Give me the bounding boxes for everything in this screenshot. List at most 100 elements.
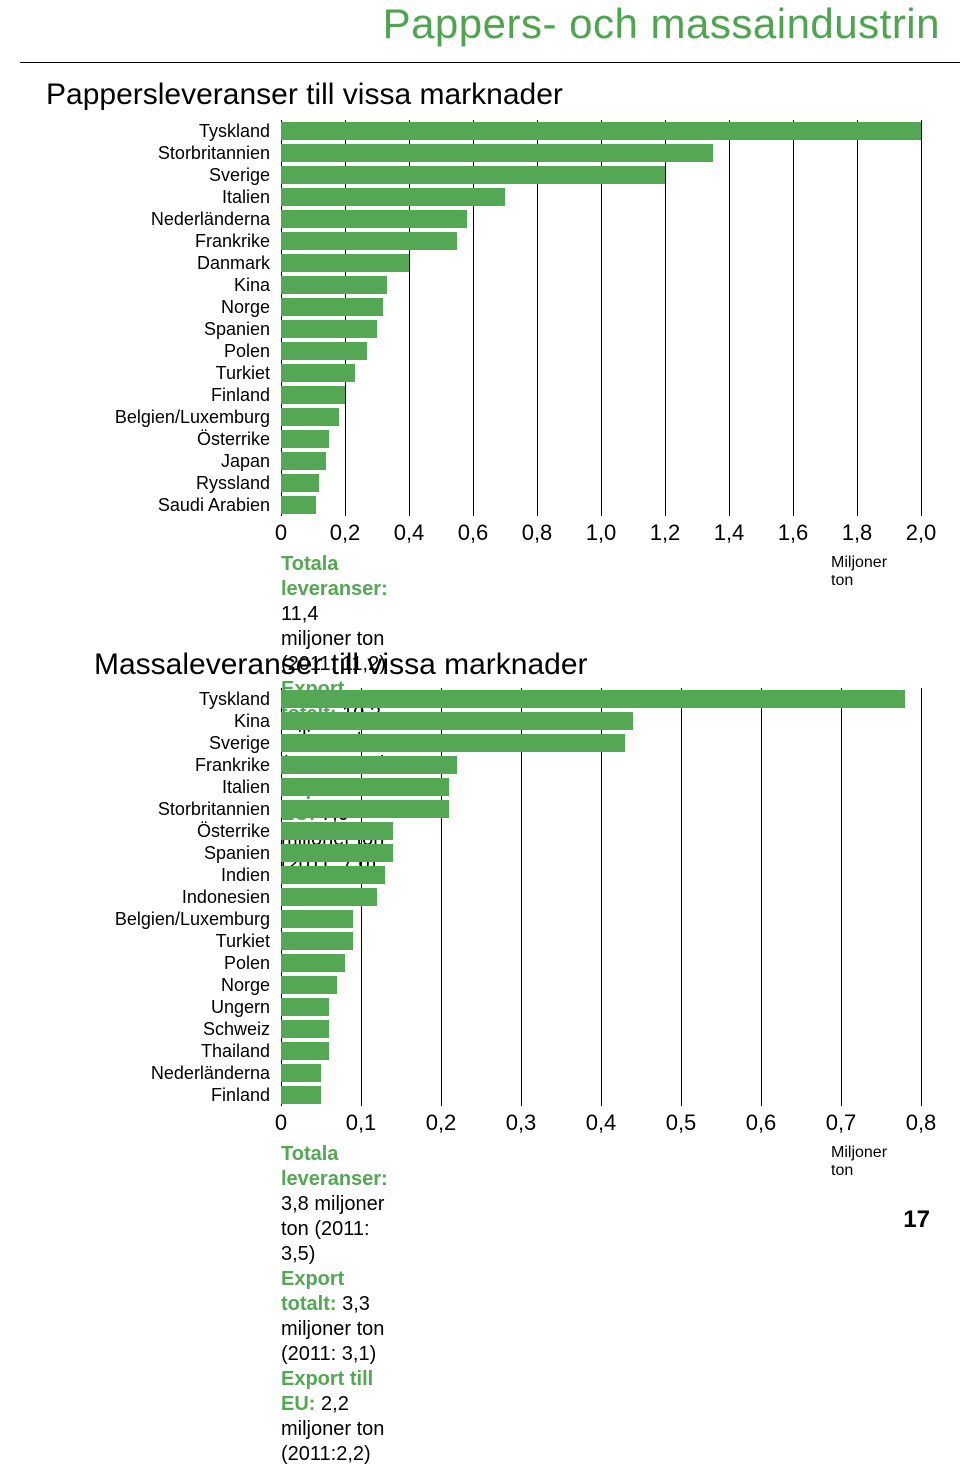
x-tick-label: 1,2 <box>650 520 681 546</box>
chart-annotation: Totala leveranser: 3,8 miljoner ton (201… <box>281 1142 388 1467</box>
x-tick-label: 0,4 <box>394 520 425 546</box>
bar <box>281 474 319 492</box>
bar <box>281 888 377 906</box>
y-axis-label: Sverige <box>209 734 270 752</box>
y-axis-label: Schweiz <box>203 1020 270 1038</box>
y-axis-label: Nederländerna <box>151 1064 270 1082</box>
gridline <box>729 120 730 516</box>
gridline <box>857 120 858 516</box>
bar <box>281 232 457 250</box>
y-axis-label: Nederländerna <box>151 210 270 228</box>
y-axis-label: Spanien <box>204 320 270 338</box>
gridline <box>761 688 762 1106</box>
annotation-value: 3,8 miljoner ton (2011: 3,5) <box>281 1193 384 1265</box>
bar <box>281 822 393 840</box>
bar <box>281 166 665 184</box>
x-tick-label: 1,6 <box>778 520 809 546</box>
y-axis-label: Österrike <box>197 430 270 448</box>
section-title: Pappersleveranser till vissa marknader <box>46 78 563 112</box>
annotation-prefix: Export totalt: <box>281 1268 344 1315</box>
y-axis-label: Spanien <box>204 844 270 862</box>
y-axis-label: Belgien/Luxemburg <box>115 408 270 426</box>
bar <box>281 210 467 228</box>
bar <box>281 452 326 470</box>
bar <box>281 320 377 338</box>
bar <box>281 756 457 774</box>
section-title: Massaleveranser till vissa marknader <box>94 648 588 682</box>
bar <box>281 1064 321 1082</box>
y-axis-labels: TysklandStorbritannienSverigeItalienNede… <box>46 120 276 516</box>
bar <box>281 778 449 796</box>
y-axis-label: Kina <box>234 276 270 294</box>
bar <box>281 386 345 404</box>
bar <box>281 342 367 360</box>
x-tick-label: 0,2 <box>426 1110 457 1136</box>
page-number: 17 <box>903 1206 930 1234</box>
y-axis-label: Thailand <box>201 1042 270 1060</box>
unit-label: Miljoner ton <box>831 554 887 590</box>
y-axis-label: Polen <box>224 954 270 972</box>
bar <box>281 1020 329 1038</box>
plot-area: 00,10,20,30,40,50,60,70,8 <box>281 688 921 1106</box>
annotation-prefix: Totala leveranser: <box>281 1143 388 1190</box>
bar <box>281 144 713 162</box>
bar <box>281 254 409 272</box>
x-tick-label: 0,7 <box>826 1110 857 1136</box>
annotation-line: Export till EU: 2,2 miljoner ton (2011:2… <box>281 1367 388 1467</box>
y-axis-label: Tyskland <box>199 690 270 708</box>
gridline <box>681 688 682 1106</box>
x-tick-label: 0 <box>275 520 287 546</box>
bar <box>281 496 316 514</box>
x-tick-label: 0,4 <box>586 1110 617 1136</box>
x-tick-label: 0 <box>275 1110 287 1136</box>
x-tick-label: 2,0 <box>906 520 937 546</box>
bar <box>281 188 505 206</box>
x-tick-label: 1,0 <box>586 520 617 546</box>
bar <box>281 998 329 1016</box>
y-axis-label: Storbritannien <box>158 144 270 162</box>
bar <box>281 364 355 382</box>
y-axis-label: Indonesien <box>182 888 270 906</box>
y-axis-label: Ryssland <box>196 474 270 492</box>
y-axis-label: Italien <box>222 778 270 796</box>
bar <box>281 1042 329 1060</box>
x-tick-label: 0,6 <box>458 520 489 546</box>
x-tick-label: 0,1 <box>346 1110 377 1136</box>
gridline <box>793 120 794 516</box>
y-axis-label: Storbritannien <box>158 800 270 818</box>
y-axis-label: Finland <box>211 386 270 404</box>
gridline <box>841 688 842 1106</box>
bar <box>281 844 393 862</box>
y-axis-label: Norge <box>221 976 270 994</box>
bar <box>281 430 329 448</box>
y-axis-label: Turkiet <box>216 932 270 950</box>
y-axis-label: Danmark <box>197 254 270 272</box>
y-axis-label: Italien <box>222 188 270 206</box>
y-axis-label: Japan <box>221 452 270 470</box>
y-axis-label: Turkiet <box>216 364 270 382</box>
unit-label: Miljoner ton <box>831 1144 887 1180</box>
x-tick-label: 0,8 <box>906 1110 937 1136</box>
bar <box>281 800 449 818</box>
x-tick-label: 1,8 <box>842 520 873 546</box>
bar <box>281 712 633 730</box>
bar <box>281 932 353 950</box>
gridline <box>921 120 922 516</box>
annotation-line: Totala leveranser: 3,8 miljoner ton (201… <box>281 1142 388 1267</box>
x-tick-label: 0,3 <box>506 1110 537 1136</box>
gridline <box>665 120 666 516</box>
y-axis-label: Saudi Arabien <box>158 496 270 514</box>
bar <box>281 954 345 972</box>
x-tick-label: 1,4 <box>714 520 745 546</box>
y-axis-label: Frankrike <box>195 232 270 250</box>
bar <box>281 734 625 752</box>
bar <box>281 976 337 994</box>
gridline <box>921 688 922 1106</box>
y-axis-label: Tyskland <box>199 122 270 140</box>
y-axis-label: Polen <box>224 342 270 360</box>
y-axis-label: Norge <box>221 298 270 316</box>
annotation-prefix: Totala leveranser: <box>281 553 388 600</box>
bar <box>281 690 905 708</box>
annotation-line: Export totalt: 3,3 miljoner ton (2011: 3… <box>281 1267 388 1367</box>
y-axis-label: Ungern <box>211 998 270 1016</box>
